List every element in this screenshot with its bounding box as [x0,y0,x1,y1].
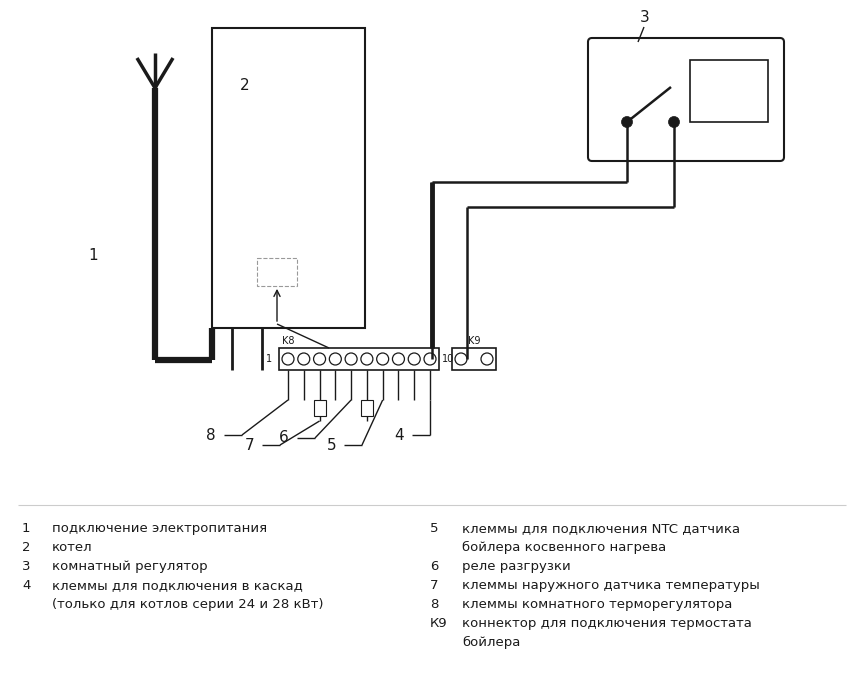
Text: клеммы для подключения в каскад: клеммы для подключения в каскад [52,579,303,592]
Circle shape [282,353,294,365]
Circle shape [424,353,436,365]
Text: 2: 2 [22,541,30,554]
Text: 1: 1 [266,354,272,364]
Circle shape [408,353,420,365]
Circle shape [621,116,632,127]
Text: 3: 3 [640,10,650,25]
Circle shape [481,353,493,365]
Bar [314,400,326,416]
Text: клеммы для подключения NTC датчика: клеммы для подключения NTC датчика [462,522,740,535]
Text: 5: 5 [327,438,336,452]
Text: подключение электропитания: подключение электропитания [52,522,267,535]
Text: 6: 6 [430,560,438,573]
Text: 1: 1 [22,522,30,535]
Bar [690,60,768,122]
FancyBboxPatch shape [588,38,784,161]
Bar [257,258,297,286]
Text: 2: 2 [240,78,250,93]
Circle shape [377,353,389,365]
Text: 10: 10 [442,354,454,364]
Circle shape [329,353,341,365]
Text: 8: 8 [206,428,216,442]
Bar [361,400,373,416]
Text: клеммы комнатного терморегулятора: клеммы комнатного терморегулятора [462,598,733,611]
Text: 8: 8 [430,598,438,611]
Text: бойлера: бойлера [462,636,520,649]
Text: 6: 6 [279,430,289,445]
Circle shape [669,116,679,127]
Text: комнатный регулятор: комнатный регулятор [52,560,207,573]
Text: коннектор для подключения термостата: коннектор для подключения термостата [462,617,752,630]
Bar [212,28,365,328]
Text: 4: 4 [394,428,404,442]
Text: клеммы наружного датчика температуры: клеммы наружного датчика температуры [462,579,759,592]
Text: реле разгрузки: реле разгрузки [462,560,571,573]
Circle shape [298,353,310,365]
Bar [452,348,496,370]
Text: K9: K9 [467,336,480,346]
Circle shape [314,353,326,365]
Text: 7: 7 [430,579,439,592]
Text: 1: 1 [88,248,98,262]
Text: 3: 3 [22,560,30,573]
Circle shape [392,353,404,365]
Text: 5: 5 [430,522,439,535]
Text: 7: 7 [245,438,254,452]
Bar [279,348,439,370]
Circle shape [455,353,467,365]
Circle shape [361,353,373,365]
Text: (только для котлов серии 24 и 28 кВт): (только для котлов серии 24 и 28 кВт) [52,598,323,611]
Text: К9: К9 [430,617,448,630]
Text: 4: 4 [22,579,30,592]
Text: котел: котел [52,541,92,554]
Text: бойлера косвенного нагрева: бойлера косвенного нагрева [462,541,666,554]
Text: K8: K8 [282,336,295,346]
Circle shape [345,353,357,365]
